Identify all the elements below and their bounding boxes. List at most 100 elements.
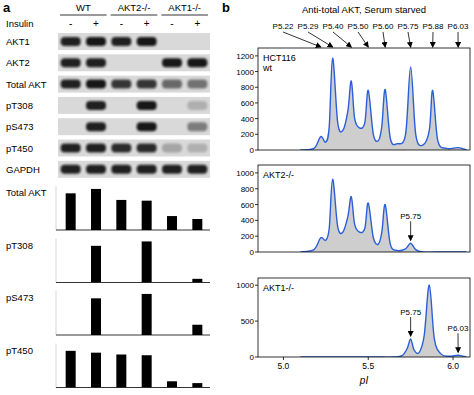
subplot-label-line: HCT116 — [263, 53, 296, 63]
bar — [192, 325, 202, 335]
y-tick — [255, 188, 258, 189]
y-tick — [255, 204, 258, 205]
blot-strip — [58, 76, 210, 93]
peak-label: P5.75 — [398, 22, 419, 31]
trace — [300, 58, 466, 150]
annotation-arrow — [458, 333, 459, 352]
band — [162, 80, 182, 89]
peak-label: P5.29 — [298, 22, 319, 31]
annotation: P5.75 — [400, 212, 421, 221]
blot-strip — [58, 140, 210, 157]
band — [111, 144, 131, 153]
blot-strip — [58, 118, 210, 135]
group-label: AKT2-/- — [118, 2, 151, 13]
area-fill — [300, 58, 466, 150]
band — [86, 144, 106, 153]
x-tick-label: 5.0 — [278, 361, 290, 371]
chart-title: pT308 — [6, 240, 33, 251]
treatment-label: Insulin — [6, 18, 33, 29]
annotation-arrow — [410, 317, 411, 336]
band — [137, 37, 157, 46]
band — [162, 58, 182, 67]
peak-arrow — [408, 32, 411, 47]
bar — [167, 381, 177, 387]
y-tick-label: 800 — [241, 83, 255, 92]
chart-title: pT450 — [6, 345, 33, 356]
x-tick — [283, 357, 284, 360]
figure: aWTAKT2-/-AKT1-/-Insulin-+-+-+AKT1AKT2To… — [0, 0, 474, 395]
peak-arrow — [283, 32, 321, 47]
band — [86, 37, 106, 46]
trace — [300, 179, 466, 252]
band — [86, 101, 106, 110]
bar — [116, 355, 126, 388]
y-axis — [56, 291, 57, 335]
peak-arrow — [358, 32, 368, 47]
trace — [300, 285, 466, 357]
lane-sign: + — [144, 18, 150, 29]
row-label: AKT1 — [6, 36, 30, 47]
band — [61, 58, 81, 67]
y-tick — [255, 150, 258, 151]
band — [137, 80, 157, 89]
y-tick — [255, 220, 258, 221]
subplot-label-line: AKT1-/- — [263, 283, 294, 293]
bar — [167, 216, 177, 230]
y-tick — [255, 118, 258, 119]
bar — [66, 351, 76, 388]
group-line — [60, 15, 107, 16]
baseline — [56, 387, 210, 388]
bar — [142, 294, 152, 335]
chart-title: pS473 — [6, 292, 33, 303]
band — [61, 80, 81, 89]
band — [162, 144, 182, 153]
group-label: AKT1-/- — [168, 2, 201, 13]
band — [61, 144, 81, 153]
bars — [66, 351, 203, 388]
band — [187, 101, 207, 110]
subplot-label-line: wt — [262, 63, 272, 73]
group-line — [111, 15, 158, 16]
y-tick — [255, 71, 258, 72]
peak-label: P5.22 — [273, 22, 294, 31]
band — [187, 58, 207, 67]
lane-sign: - — [170, 18, 173, 29]
y-tick — [255, 252, 258, 253]
y-tick — [255, 321, 258, 322]
y-axis — [56, 344, 57, 388]
y-tick-label: 1000 — [236, 68, 254, 77]
plot-area — [300, 285, 466, 357]
area-fill — [300, 285, 466, 357]
bar — [192, 383, 202, 387]
subplot-label: AKT2-/- — [263, 170, 294, 180]
band — [111, 165, 131, 174]
y-tick-label: 400 — [241, 115, 255, 124]
chart-title: Total AKT — [6, 187, 47, 198]
baseline — [56, 230, 210, 231]
y-axis — [56, 239, 57, 283]
bar — [116, 200, 126, 230]
lane-sign: + — [93, 18, 99, 29]
band — [86, 122, 106, 131]
y-tick-label: 200 — [241, 232, 255, 241]
band — [162, 165, 182, 174]
bar — [142, 241, 152, 282]
band — [187, 80, 207, 89]
peak-arrow — [308, 32, 333, 47]
lane-sign: + — [194, 18, 200, 29]
y-tick-label: 1000 — [236, 281, 254, 290]
band — [187, 165, 207, 174]
bar — [142, 355, 152, 387]
blot-strip — [58, 161, 210, 178]
group-label: WT — [76, 2, 91, 13]
band — [86, 80, 106, 89]
band — [137, 144, 157, 153]
panel-label: b — [222, 0, 230, 15]
band — [137, 165, 157, 174]
lane-sign: - — [120, 18, 123, 29]
baseline — [56, 282, 210, 283]
row-label: pS473 — [6, 121, 33, 132]
blot-strip — [58, 54, 210, 71]
band — [187, 144, 207, 153]
panel-label: a — [3, 0, 11, 15]
